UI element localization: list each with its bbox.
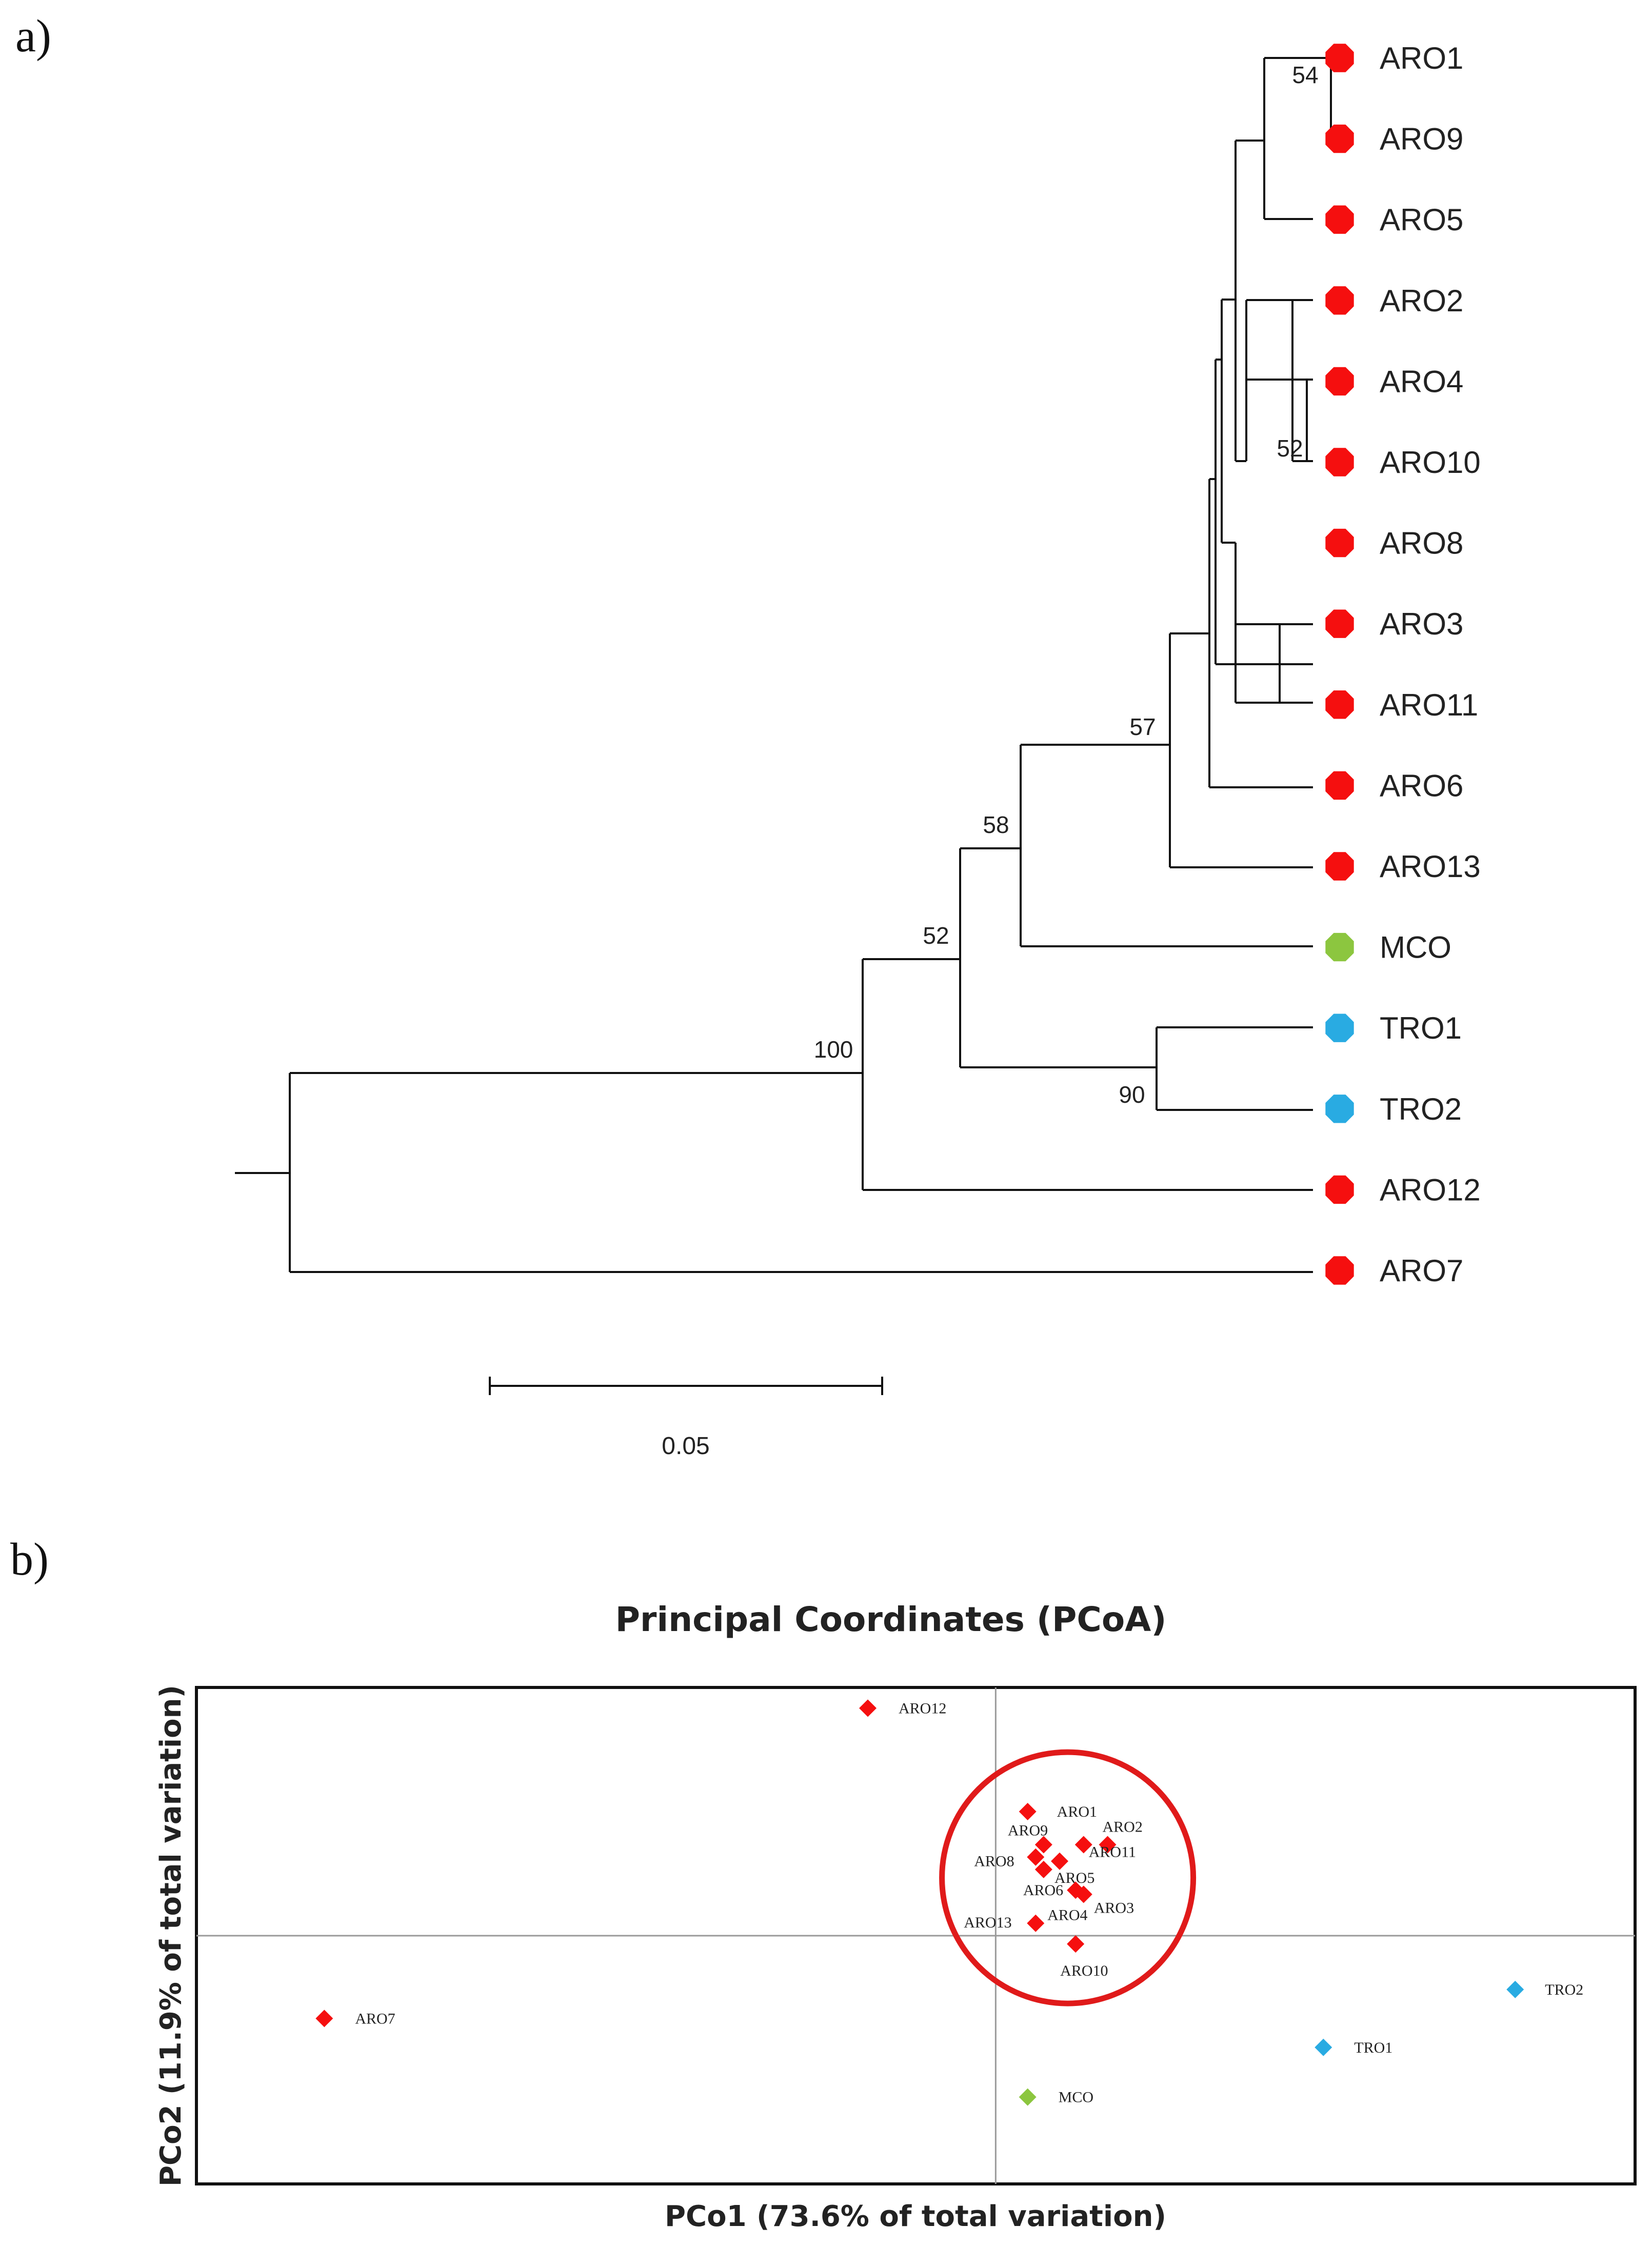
leaf-label: ARO7 bbox=[1380, 1254, 1463, 1288]
leaf-label: ARO5 bbox=[1380, 203, 1463, 237]
point-label: ARO1 bbox=[1057, 1803, 1097, 1820]
point-label: ARO13 bbox=[964, 1914, 1011, 1931]
panel-b-label: b) bbox=[10, 1534, 49, 1585]
leaf-marker bbox=[1325, 1095, 1354, 1123]
x-axis-label: PCo1 (73.6% of total variation) bbox=[665, 2200, 1166, 2233]
point-label: MCO bbox=[1059, 2089, 1093, 2106]
leaf-label: ARO12 bbox=[1380, 1172, 1481, 1207]
leaf-marker bbox=[1325, 690, 1354, 719]
bootstrap-label: 100 bbox=[814, 1036, 853, 1063]
scatter-point bbox=[1099, 1836, 1117, 1854]
tree-leaves: ARO1 ARO9 ARO5 ARO2 ARO4 ARO10 ARO8 ARO3 ARO11 AR… bbox=[1325, 41, 1481, 1288]
scale-bar-label: 0.05 bbox=[662, 1433, 709, 1460]
scatter-point bbox=[315, 2010, 333, 2028]
pcoa-chart: Principal Coordinates (PCoA) PCo1 (73.6%… bbox=[154, 1600, 1637, 2233]
tree-branches bbox=[235, 57, 1336, 1273]
bootstrap-label: 54 bbox=[1292, 62, 1318, 88]
scale-bar bbox=[489, 1377, 883, 1395]
leaf-marker bbox=[1325, 124, 1354, 153]
leaf-label: ARO4 bbox=[1380, 364, 1463, 399]
scatter-point bbox=[1019, 1803, 1037, 1820]
leaf-marker bbox=[1325, 1256, 1354, 1285]
scatter-point bbox=[1315, 2038, 1332, 2056]
scatter-point bbox=[1506, 1980, 1524, 1998]
bootstrap-label: 58 bbox=[983, 811, 1009, 838]
leaf-marker bbox=[1325, 44, 1354, 72]
leaf-marker bbox=[1325, 771, 1354, 800]
point-label: ARO12 bbox=[899, 1700, 946, 1717]
leaf-label: ARO10 bbox=[1380, 445, 1481, 480]
y-axis-label: PCo2 (11.9% of total variation) bbox=[154, 1685, 188, 2187]
point-label: ARO4 bbox=[1047, 1906, 1087, 1923]
bootstrap-label: 90 bbox=[1119, 1081, 1145, 1108]
leaf-label: ARO11 bbox=[1380, 688, 1478, 722]
cluster-highlight-circle bbox=[939, 1749, 1197, 2006]
leaf-label: ARO9 bbox=[1380, 122, 1463, 156]
point-label: ARO10 bbox=[1060, 1962, 1108, 1979]
leaf-label: ARO1 bbox=[1380, 41, 1463, 75]
scatter-point bbox=[1074, 1836, 1092, 1854]
leaf-marker bbox=[1325, 932, 1354, 962]
panel-a-label: a) bbox=[15, 11, 51, 62]
leaf-label: ARO6 bbox=[1380, 768, 1463, 803]
point-label: ARO6 bbox=[1023, 1882, 1063, 1899]
leaf-label: TRO1 bbox=[1380, 1011, 1462, 1045]
leaf-label: ARO3 bbox=[1380, 607, 1463, 641]
point-label: ARO9 bbox=[1008, 1822, 1048, 1839]
leaf-marker bbox=[1325, 367, 1354, 396]
leaf-marker bbox=[1325, 1175, 1354, 1204]
point-label: ARO7 bbox=[355, 2010, 395, 2027]
scatter-point bbox=[1067, 1935, 1085, 1953]
leaf-marker bbox=[1325, 528, 1354, 558]
point-label: ARO8 bbox=[974, 1853, 1014, 1870]
scatter-point bbox=[1027, 1914, 1045, 1932]
point-label: TRO1 bbox=[1354, 2039, 1392, 2056]
phylogenetic-tree: 0.05 54 52 57 58 52 90 100 ARO1ARO9ARO5A… bbox=[235, 41, 1481, 1460]
point-label: ARO3 bbox=[1094, 1899, 1134, 1916]
scatter-point bbox=[1051, 1852, 1068, 1870]
leaf-label: ARO13 bbox=[1380, 849, 1481, 884]
bootstrap-label: 57 bbox=[1129, 713, 1156, 740]
point-label: TRO2 bbox=[1545, 1981, 1583, 1998]
point-label: ARO11 bbox=[1089, 1844, 1136, 1861]
leaf-label: ARO8 bbox=[1380, 526, 1463, 561]
leaf-marker bbox=[1325, 205, 1354, 234]
bootstrap-label: 52 bbox=[923, 922, 949, 949]
leaf-label: ARO2 bbox=[1380, 284, 1463, 318]
scatter-point bbox=[1034, 1860, 1052, 1878]
bootstrap-label: 52 bbox=[1277, 435, 1303, 462]
leaf-marker bbox=[1325, 609, 1354, 638]
leaf-marker bbox=[1325, 1013, 1354, 1042]
scatter-point bbox=[859, 1699, 877, 1717]
leaf-marker bbox=[1325, 286, 1354, 315]
scatter-point bbox=[1067, 1881, 1085, 1899]
leaf-marker bbox=[1325, 448, 1354, 476]
leaf-marker bbox=[1325, 852, 1354, 881]
chart-title: Principal Coordinates (PCoA) bbox=[615, 1600, 1167, 1639]
point-label: ARO2 bbox=[1103, 1819, 1143, 1836]
scatter-point bbox=[1027, 1848, 1045, 1866]
scatter-point bbox=[1034, 1836, 1052, 1854]
leaf-label: MCO bbox=[1380, 930, 1451, 965]
leaf-label: TRO2 bbox=[1380, 1092, 1462, 1126]
scatter-point bbox=[1019, 2088, 1037, 2106]
